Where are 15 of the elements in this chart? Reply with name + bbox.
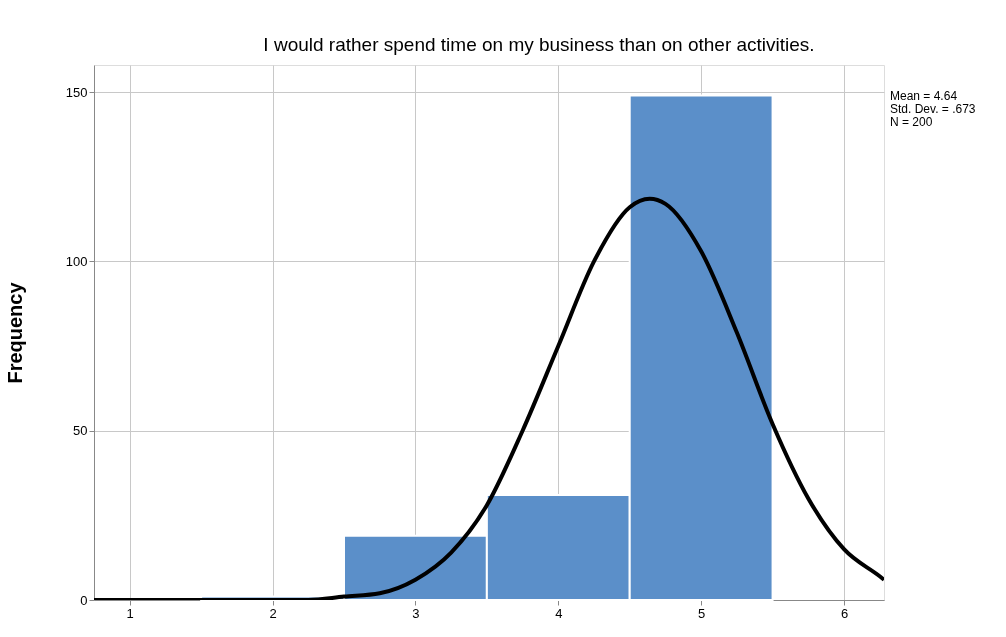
y-tick-label: 100 <box>65 253 88 269</box>
y-axis-title: Frequency <box>3 281 26 384</box>
x-tick-label: 2 <box>269 605 277 621</box>
chart-title: I would rather spend time on my business than on other activities. <box>263 34 815 55</box>
text: Std. Dev. = .673 <box>890 102 976 116</box>
x-tick-label: 1 <box>126 605 134 621</box>
x-tick-label: 4 <box>555 605 563 621</box>
text: N = 200 <box>890 115 933 129</box>
text: Mean = 4.64 <box>890 89 958 103</box>
x-tick-label: 5 <box>698 605 706 621</box>
y-tick-label: 50 <box>73 423 88 439</box>
x-tick-label: 3 <box>412 605 420 621</box>
x-tick-label: 6 <box>840 605 849 621</box>
y-tick-label: 0 <box>80 592 88 608</box>
y-tick-label: 150 <box>65 84 88 100</box>
